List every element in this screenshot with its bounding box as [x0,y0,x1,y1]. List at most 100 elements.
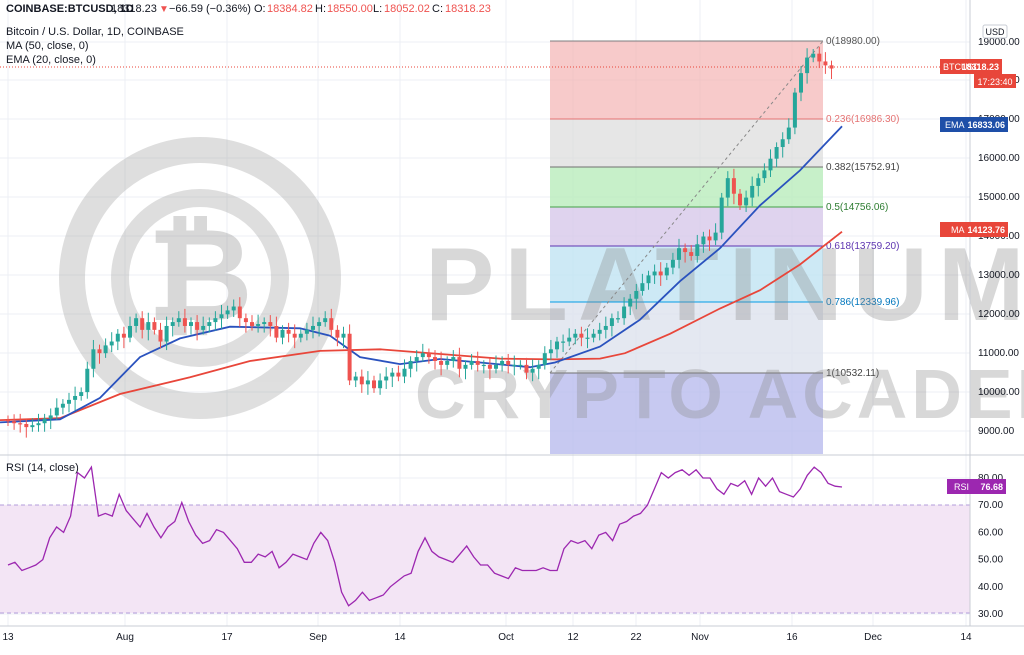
rsi-axis[interactable]: 80.00 70.00 60.00 50.00 40.00 30.00 [978,473,1003,620]
candlestick-series[interactable] [6,46,834,438]
rsi-line[interactable] [7,465,843,607]
candle[interactable] [292,333,297,338]
candle[interactable] [463,364,468,369]
ma50-line[interactable] [0,230,843,421]
candle[interactable] [128,325,132,338]
candle[interactable] [786,127,791,140]
candle[interactable] [335,329,340,338]
candle[interactable] [195,322,200,330]
time-axis[interactable]: 13 Aug 17 Sep 14 Oct 12 22 Nov 16 Dec 14 [2,632,972,643]
candle[interactable] [286,329,291,334]
candle[interactable] [243,318,248,323]
candle[interactable] [469,360,474,365]
candle[interactable] [555,341,559,350]
candle[interactable] [158,329,163,342]
candle[interactable] [24,423,29,428]
candle[interactable] [396,372,401,377]
candle[interactable] [573,333,578,338]
candle[interactable] [799,73,803,93]
rsi-legend[interactable]: RSI (14, close) [6,462,79,474]
candle[interactable] [103,345,108,354]
candle[interactable] [372,380,376,389]
candle[interactable] [591,333,596,338]
candle[interactable] [439,360,444,365]
candle[interactable] [365,380,370,385]
candle[interactable] [79,392,84,396]
candle[interactable] [67,399,71,404]
candle[interactable] [73,395,78,400]
candle[interactable] [524,364,529,373]
candle[interactable] [323,318,328,323]
candle[interactable] [646,275,651,284]
candle[interactable] [207,322,212,326]
candle[interactable] [384,376,389,381]
candle[interactable] [170,322,175,326]
candle[interactable] [91,349,96,369]
candle[interactable] [182,318,187,326]
candle[interactable] [262,322,267,325]
candle[interactable] [677,248,681,260]
candle[interactable] [109,341,114,346]
currency-box[interactable] [982,24,1008,39]
candle[interactable] [756,178,761,186]
candle[interactable] [768,158,773,171]
candle[interactable] [609,318,614,326]
candle[interactable] [670,259,675,268]
symbol-text[interactable]: COINBASE:BTCUSD, 1D [6,3,134,15]
candle[interactable] [805,57,810,74]
candle[interactable] [585,337,590,339]
candle[interactable] [420,353,425,358]
candle[interactable] [829,65,834,69]
candle[interactable] [298,333,303,338]
candle[interactable] [695,244,700,256]
candle[interactable] [622,306,627,319]
candle[interactable] [6,420,10,422]
candle[interactable] [347,333,352,381]
candle[interactable] [42,418,47,424]
candle[interactable] [561,341,566,343]
candle[interactable] [542,353,547,365]
candle[interactable] [134,318,139,326]
candle[interactable] [60,403,65,408]
candle[interactable] [506,360,511,365]
candle[interactable] [85,368,90,393]
candle[interactable] [402,368,407,377]
candle[interactable] [225,310,230,315]
candle[interactable] [701,236,706,245]
candle[interactable] [780,139,785,148]
candle[interactable] [414,357,419,361]
candle[interactable] [579,333,584,338]
candle[interactable] [152,322,157,330]
candle[interactable] [274,325,279,338]
candle[interactable] [640,283,645,291]
candle[interactable] [597,329,602,334]
candle[interactable] [634,290,639,299]
candle[interactable] [176,318,181,323]
candle[interactable] [731,178,736,194]
candle[interactable] [146,322,151,330]
candle[interactable] [567,337,572,342]
candle[interactable] [311,325,315,330]
candle[interactable] [817,53,822,62]
candle[interactable] [683,248,688,253]
ma-legend[interactable]: MA (50, close, 0) [6,40,89,52]
candle[interactable] [280,329,285,338]
candle[interactable] [115,333,120,342]
candle[interactable] [500,360,505,365]
candle[interactable] [250,322,254,326]
candle[interactable] [48,415,53,419]
candle[interactable] [725,178,730,198]
candle[interactable] [713,232,718,241]
candle[interactable] [304,329,309,334]
ema-legend[interactable]: EMA (20, close, 0) [6,54,96,66]
candle[interactable] [792,92,797,128]
candle[interactable] [494,364,498,369]
candle[interactable] [231,306,236,311]
candle[interactable] [518,364,523,367]
candle[interactable] [256,324,261,326]
candle[interactable] [164,325,169,342]
ema20-line[interactable] [0,125,843,424]
candle[interactable] [512,364,517,367]
candle[interactable] [774,147,779,159]
